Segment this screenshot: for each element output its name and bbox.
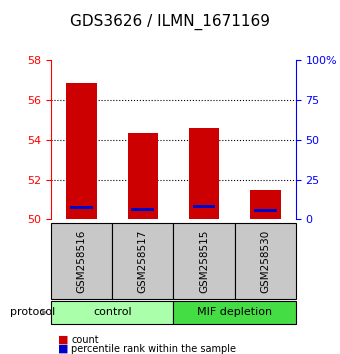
FancyArrowPatch shape: [41, 310, 46, 315]
Bar: [254, 209, 277, 212]
Bar: [250, 190, 280, 219]
Text: GSM258517: GSM258517: [138, 229, 148, 293]
Bar: [66, 83, 97, 219]
Text: GSM258530: GSM258530: [260, 229, 270, 293]
Bar: [131, 208, 154, 211]
Text: percentile rank within the sample: percentile rank within the sample: [71, 344, 236, 354]
Text: GSM258515: GSM258515: [199, 229, 209, 293]
Bar: [189, 128, 219, 219]
Text: GSM258516: GSM258516: [76, 229, 87, 293]
Text: protocol: protocol: [10, 307, 55, 318]
Text: GDS3626 / ILMN_1671169: GDS3626 / ILMN_1671169: [70, 14, 270, 30]
Bar: [128, 133, 158, 219]
Text: ■: ■: [58, 344, 68, 354]
Bar: [70, 206, 93, 209]
Text: control: control: [93, 307, 132, 318]
Text: count: count: [71, 335, 99, 345]
Bar: [192, 205, 216, 208]
Text: MIF depletion: MIF depletion: [197, 307, 272, 318]
Text: ■: ■: [58, 335, 68, 345]
